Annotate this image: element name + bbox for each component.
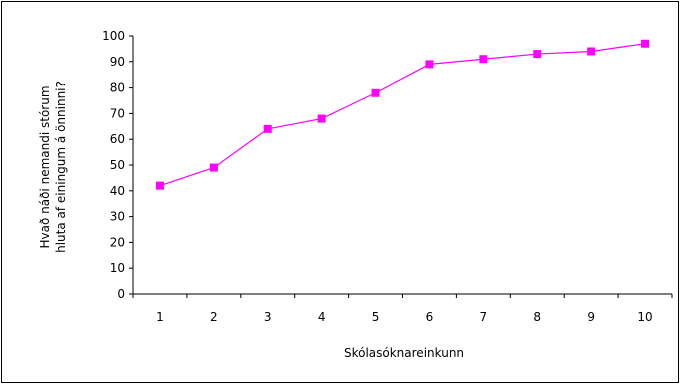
x-tick-label: 4: [318, 310, 326, 324]
x-tick-label: 3: [264, 310, 272, 324]
series-group: [155, 39, 650, 190]
x-tick-label: 7: [480, 310, 488, 324]
y-axis-ticks: 0 10 20 30 40 50 60 70 80 90 100: [102, 29, 133, 301]
y-tick-label: 90: [110, 55, 125, 69]
y-tick-label: 0: [117, 287, 125, 301]
data-point-marker: [641, 39, 650, 48]
data-point-marker: [479, 55, 488, 64]
data-point-marker: [317, 114, 326, 123]
x-tick-label: 2: [210, 310, 218, 324]
x-tick-label: 6: [426, 310, 434, 324]
x-tick-label: 10: [637, 310, 652, 324]
x-axis-ticks: 1 2 3 4 5 6 7 8 9 10: [132, 294, 673, 324]
y-tick-label: 40: [110, 184, 125, 198]
series-line: [159, 43, 646, 187]
y-tick-label: 70: [110, 106, 125, 120]
y-axis-label-line-2: hluta af einingum á önninni?: [54, 81, 68, 253]
data-point-marker: [371, 88, 380, 97]
data-point-marker: [263, 124, 272, 133]
data-point-marker: [587, 47, 596, 56]
data-point-marker: [425, 60, 434, 69]
data-point-marker: [533, 50, 542, 59]
x-tick-label: 8: [533, 310, 541, 324]
y-tick-label: 60: [110, 132, 125, 146]
data-point-marker: [209, 163, 218, 172]
x-tick-label: 5: [372, 310, 380, 324]
y-tick-label: 100: [102, 29, 125, 43]
data-point-marker: [155, 181, 164, 190]
y-tick-label: 80: [110, 81, 125, 95]
y-tick-label: 20: [110, 235, 125, 249]
y-tick-label: 50: [110, 158, 125, 172]
y-axis-label-line-1: Hvað náði nemandi stórum: [38, 85, 52, 248]
y-tick-label: 10: [110, 261, 125, 275]
y-tick-label: 30: [110, 210, 125, 224]
x-tick-label: 9: [587, 310, 595, 324]
x-axis-label: Skólasóknareinkunn: [344, 346, 464, 360]
x-tick-label: 1: [156, 310, 164, 324]
